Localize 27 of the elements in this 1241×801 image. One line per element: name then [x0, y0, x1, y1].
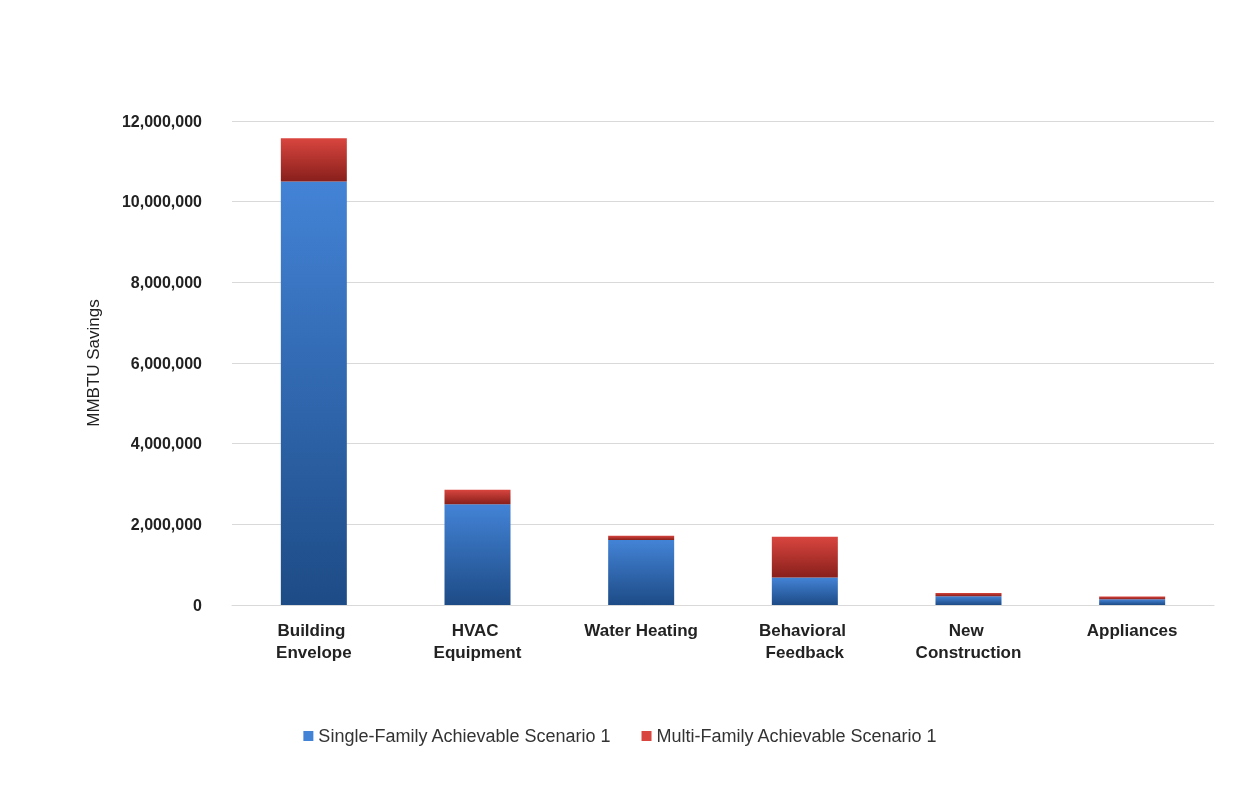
bar	[280, 138, 347, 182]
y-tick-label: 6,000,000	[130, 354, 203, 372]
bar	[771, 536, 838, 578]
y-axis-title: MMBTU Savings	[84, 299, 103, 427]
y-tick-label: 8,000,000	[130, 273, 203, 291]
x-tick-label: Appliances	[1086, 620, 1178, 640]
x-tick-label: HVAC Equipment	[433, 620, 522, 662]
x-tick-label: New Construction	[915, 620, 1022, 662]
bar	[771, 577, 838, 605]
y-tick-label: 4,000,000	[130, 435, 203, 453]
bar	[935, 596, 1002, 605]
y-tick-label: 0	[193, 596, 203, 614]
legend-label: Single-Family Achievable Scenario 1	[318, 726, 611, 746]
bar	[1099, 599, 1166, 605]
bar	[935, 592, 1002, 597]
y-tick-label: 2,000,000	[130, 515, 203, 533]
x-tick-label: Water Heating	[584, 620, 698, 640]
y-tick-label: 10,000,000	[121, 193, 203, 211]
bar	[280, 181, 347, 605]
x-tick-label: Behavioral Feedback	[759, 620, 851, 662]
bar	[444, 504, 511, 605]
bar	[444, 489, 511, 505]
bar	[608, 540, 675, 605]
bar	[608, 535, 675, 541]
y-tick-label: 12,000,000	[121, 112, 203, 130]
legend-label: Multi-Family Achievable Scenario 1	[656, 726, 937, 746]
x-tick-label: Building Envelope	[276, 620, 352, 662]
